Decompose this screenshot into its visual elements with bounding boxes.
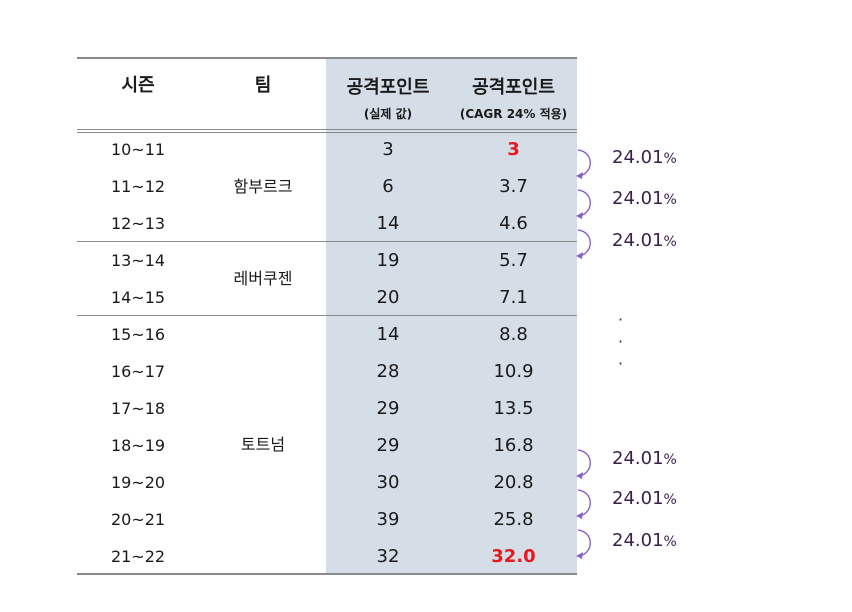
cagr-points-cell: 25.8: [493, 509, 534, 530]
team-tottenham: 토트넘: [240, 435, 286, 454]
growth-rate-unit: %: [663, 492, 677, 508]
season-cell: 19~20: [110, 473, 166, 492]
curved-arrow-icon: [576, 189, 591, 219]
cagr-points-cell: 8.8: [499, 324, 528, 345]
cagr-table: 시즌 팀 공격포인트 (실제 값) 공격포인트 (CAGR 24% 적용) 함부…: [77, 57, 577, 575]
cagr-points-cell: 7.1: [499, 287, 528, 308]
season-cell: 14~15: [110, 288, 166, 307]
season-cell: 16~17: [110, 362, 166, 381]
growth-rate-value: 24.01: [612, 188, 664, 209]
growth-rate-value: 24.01: [612, 488, 664, 509]
header-divider-2: [77, 132, 577, 133]
actual-points-cell: 32: [376, 546, 400, 567]
actual-points-cell: 29: [376, 435, 400, 456]
header-cagr-points: 공격포인트: [472, 77, 555, 98]
growth-rate-unit: %: [663, 452, 677, 468]
season-cell: 10~11: [110, 140, 166, 159]
table-bottom-border: [77, 573, 577, 575]
growth-rate-label: 24.01%: [612, 488, 702, 509]
curved-arrow-icon: [576, 149, 591, 179]
season-cell: 21~22: [110, 547, 166, 566]
header-cagr-points-sub: (CAGR 24% 적용): [459, 107, 568, 121]
cagr-points-cell: 20.8: [493, 472, 534, 493]
curved-arrow-icon: [576, 229, 591, 259]
actual-points-cell: 19: [376, 250, 400, 271]
cagr-points-cell: 4.6: [499, 213, 528, 234]
growth-rate-unit: %: [663, 192, 677, 208]
actual-points-cell: 6: [382, 176, 394, 197]
season-cell: 20~21: [110, 510, 166, 529]
actual-points-cell: 20: [376, 287, 400, 308]
season-cell: 11~12: [110, 177, 166, 196]
cagr-points-cell: 10.9: [493, 361, 534, 382]
ellipsis-dot: ·: [618, 354, 624, 373]
season-cell: 18~19: [110, 436, 166, 455]
actual-points-cell: 14: [376, 213, 400, 234]
actual-points-cell: 39: [376, 509, 400, 530]
header-actual-points: 공격포인트: [346, 77, 430, 98]
growth-rate-unit: %: [663, 534, 677, 550]
ellipsis-dot: ·: [618, 310, 624, 329]
growth-rate-label: 24.01%: [612, 448, 702, 469]
table-top-border: [77, 57, 577, 59]
growth-rate-label: 24.01%: [612, 147, 702, 168]
season-cell: 13~14: [110, 251, 166, 270]
actual-points-cell: 29: [376, 398, 400, 419]
header-season: 시즌: [121, 75, 155, 96]
actual-points-cell: 14: [376, 324, 400, 345]
season-cell: 17~18: [110, 399, 166, 418]
growth-rate-value: 24.01: [612, 230, 664, 251]
curved-arrow-icon: [576, 529, 591, 559]
actual-points-cell: 30: [376, 472, 400, 493]
cagr-points-cell: 13.5: [493, 398, 534, 419]
growth-rate-unit: %: [663, 151, 677, 167]
growth-rate-label: 24.01%: [612, 188, 702, 209]
cagr-points-cell: 16.8: [493, 435, 534, 456]
header-divider: [77, 129, 577, 130]
growth-rate-label: 24.01%: [612, 230, 702, 251]
curved-arrow-icon: [576, 489, 591, 519]
cagr-points-cell: 3: [507, 139, 520, 160]
cagr-points-cell: 32.0: [491, 546, 536, 567]
team-hamburg: 함부르크: [233, 177, 293, 196]
growth-rate-value: 24.01: [612, 448, 664, 469]
cagr-points-cell: 5.7: [499, 250, 528, 271]
header-actual-points-sub: (실제 값): [363, 107, 413, 121]
season-cell: 15~16: [110, 325, 166, 344]
team-leverkusen: 레버쿠젠: [233, 269, 293, 288]
curved-arrow-icon: [576, 449, 591, 479]
points-column-shading: [326, 57, 577, 575]
cagr-points-cell: 3.7: [499, 176, 528, 197]
season-cell: 12~13: [110, 214, 166, 233]
growth-rate-value: 24.01: [612, 147, 664, 168]
team-divider-2: [77, 315, 577, 316]
team-divider-1: [77, 241, 577, 242]
actual-points-cell: 28: [376, 361, 400, 382]
actual-points-cell: 3: [382, 139, 394, 160]
ellipsis-dot: ·: [618, 332, 624, 351]
growth-rate-label: 24.01%: [612, 530, 702, 551]
growth-rate-value: 24.01: [612, 530, 664, 551]
header-team: 팀: [254, 75, 272, 96]
growth-rate-unit: %: [663, 234, 677, 250]
